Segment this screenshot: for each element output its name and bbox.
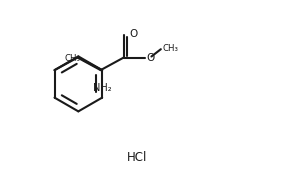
Text: O: O bbox=[147, 53, 155, 63]
Text: NH₂: NH₂ bbox=[93, 83, 112, 93]
Text: HCl: HCl bbox=[127, 151, 147, 164]
Text: CH₃: CH₃ bbox=[65, 54, 81, 63]
Text: O: O bbox=[129, 29, 137, 39]
Text: CH₃: CH₃ bbox=[162, 44, 178, 53]
